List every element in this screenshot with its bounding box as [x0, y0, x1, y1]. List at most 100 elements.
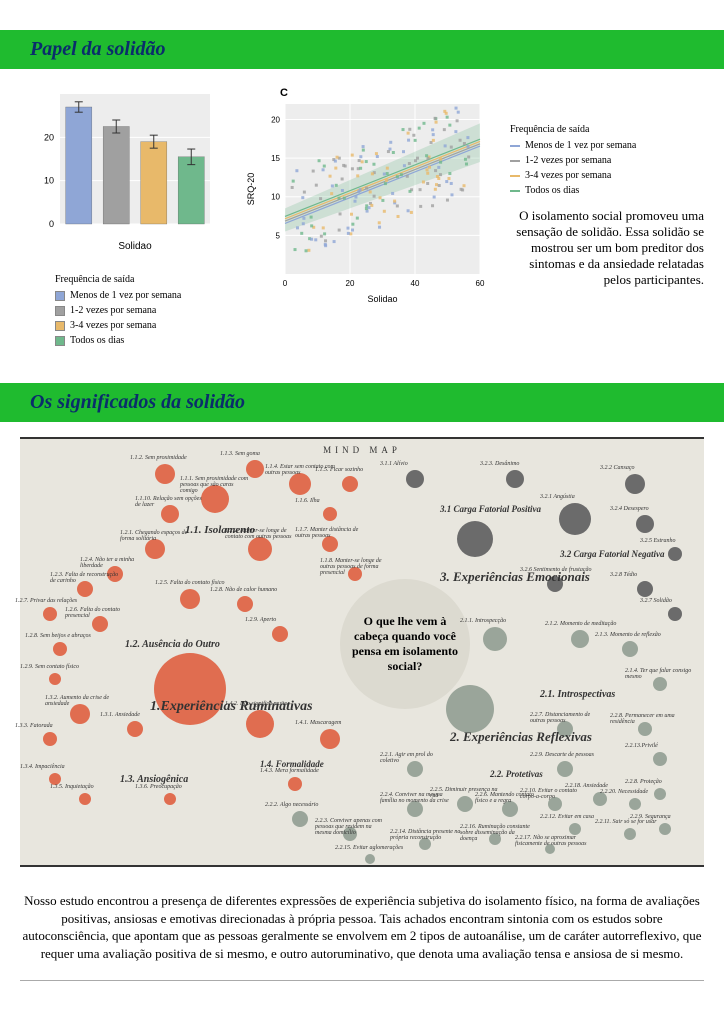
mindmap-category-label: 2.1. Introspectivas: [540, 689, 615, 700]
mindmap-bubble-label: 3.2.7 Solidão: [640, 598, 672, 604]
mindmap-bubble-label: 2.2.9. Segurança: [630, 814, 671, 820]
mindmap-bubble: [625, 474, 645, 494]
mindmap-bubble: [446, 685, 494, 733]
mindmap-bubble: [289, 473, 311, 495]
mindmap-bubble: [571, 630, 589, 648]
mindmap-bubble-label: 1.2.3. Falta de reconstrução de carinho: [50, 572, 122, 584]
mindmap-bubble: [624, 828, 636, 840]
mindmap-bubble: [636, 515, 654, 533]
mindmap-bubble-label: 1.3.4. Impaciência: [20, 764, 65, 770]
legend-item: 1-2 vezes por semana: [510, 153, 704, 168]
mindmap-bubble: [320, 729, 340, 749]
mindmap-category-label: 3.2 Carga Fatorial Negativa: [560, 549, 665, 559]
mindmap-category-label: 1.4. Formalidade: [260, 759, 324, 769]
section1-figure-row: 0 10 20 Solidao Frequência de saída Menos d…: [0, 69, 724, 353]
mindmap-bubble-label: 1.3.3. Fatorada: [15, 723, 53, 729]
mindmap-category-label: 1.1. Isolamento: [185, 524, 255, 536]
mindmap-bubble: [288, 777, 302, 791]
legend-item: 3-4 vezes por semana: [55, 318, 230, 333]
mindmap-bubble: [622, 641, 638, 657]
mindmap-bubble: [70, 704, 90, 724]
svg-text:0: 0: [283, 279, 288, 288]
mindmap-bubble: [629, 798, 641, 810]
mindmap-bubble: [654, 788, 666, 800]
mindmap-bubble: [53, 642, 67, 656]
mindmap-bubble: [506, 470, 524, 488]
svg-text:60: 60: [476, 279, 485, 288]
mindmap-bubble: [668, 547, 682, 561]
mindmap-category-label: 2. Experiências Reflexivas: [450, 729, 592, 745]
legend-item: Menos de 1 vez por semana: [510, 138, 704, 153]
mindmap-bubble-label: 2.2.13.Privilé: [625, 743, 658, 749]
mindmap-bubble-label: 1.2.8. Não de calor humano: [210, 587, 277, 593]
mindmap-bubble-label: 1.2.1. Chegando espaços de forma solitár…: [120, 530, 192, 542]
mindmap-bubble: [246, 460, 264, 478]
mindmap-bubble-label: 2.2.14. Distância presente na própria re…: [390, 829, 462, 841]
legend-item: 1-2 vezes por semana: [55, 303, 230, 318]
mindmap-bubble-label: 1.1.3. Sem goma: [220, 451, 260, 457]
svg-text:15: 15: [271, 154, 280, 163]
mindmap-bubble: [659, 823, 671, 835]
mindmap-bubble-label: 2.2.3. Conviver apenas com pessoas que r…: [315, 818, 387, 836]
svg-text:SRQ-20: SRQ-20: [246, 173, 256, 206]
mindmap-bubble: [342, 476, 358, 492]
mindmap-bubble-label: 1.1.2. Sem proximidade: [130, 455, 187, 461]
svg-text:5: 5: [276, 231, 281, 240]
mindmap-small-title: MIND MAP: [323, 445, 401, 455]
mindmap-bubble-label: 1.1.6. Ilha: [295, 498, 320, 504]
mindmap-bubble-label: 2.2.9. Descarte de pessoas: [530, 752, 594, 758]
mindmap-bubble: [637, 581, 653, 597]
mindmap-bubble-label: 2.1.4. Ter que falar consigo mesmo: [625, 668, 697, 680]
svg-text:10: 10: [271, 193, 280, 202]
mindmap-bubble: [127, 721, 143, 737]
mindmap-bubble-label: 1.2.8. Sem beijos e abraços: [25, 633, 91, 639]
svg-text:20: 20: [271, 115, 280, 124]
svg-text:Solidao: Solidao: [367, 294, 397, 304]
mindmap-bubble-label: 3.2.3. Desânimo: [480, 461, 519, 467]
mindmap-bubble-label: 1.2.7. Privar das relações: [15, 598, 77, 604]
svg-text:20: 20: [44, 132, 54, 142]
mindmap-bubble: [668, 607, 682, 621]
mindmap-bubble: [557, 761, 573, 777]
mindmap-bubble-label: 2.1.2. Momento de meditação: [545, 621, 616, 627]
mindmap-bubble: [559, 503, 591, 535]
bar-chart: 01020Solidao Frequência de saída Menos d…: [20, 84, 230, 348]
mindmap-bubble-label: 2.2.8. Proteção: [625, 779, 662, 785]
mindmap-container: MIND MAP O que lhe vem à cabeça quando v…: [0, 422, 724, 882]
mindmap-category-label: 3. Experiências Emocionais: [440, 569, 590, 585]
svg-text:40: 40: [411, 279, 420, 288]
legend-title: Frequência de saída: [55, 274, 230, 285]
mindmap-bubble-label: 1.1.8. Manter-se longe de outras pessoas…: [320, 558, 392, 576]
mindmap-bubble-label: 3.2.5 Estranho: [640, 538, 676, 544]
mindmap-bubble-label: 2.2.2. Algo necessário: [265, 802, 318, 808]
scatter-legend-and-commentary: Frequência de saída Menos de 1 vez por s…: [510, 84, 704, 288]
mindmap-bubble: [155, 464, 175, 484]
mindmap-bubble-label: 1.3.5. Inquietação: [50, 784, 94, 790]
mindmap-bubble-label: 2.2.7. Distanciamento de outras pessoas: [530, 712, 602, 724]
mindmap-bubble: [248, 537, 272, 561]
mindmap-bubble-label: 1.2.5. Falta do contato físico: [155, 580, 225, 586]
bar-chart-legend: Frequência de saída Menos de 1 vez por s…: [20, 274, 230, 348]
mindmap-bubble-label: 1.1.1. Sem proximidade com pessoas que s…: [180, 476, 252, 494]
mindmap-bubble-label: 1.2.9. Aperto: [245, 617, 276, 623]
mindmap-bubble-label: 3.2.1 Angústia: [540, 494, 575, 500]
scatter-legend-title: Frequência de saída: [510, 124, 704, 135]
mindmap-bubble: [292, 811, 308, 827]
svg-text:10: 10: [44, 176, 54, 186]
bottom-paragraph: Nosso estudo encontrou a presença de dif…: [0, 882, 724, 1001]
mindmap-bubble-label: 1.2.4. Não ter a minha liberdade: [80, 557, 152, 569]
svg-text:C: C: [280, 87, 288, 99]
mindmap-bubble: [237, 596, 253, 612]
mindmap-bubble-label: 3.2.8 Tédio: [610, 572, 637, 578]
mindmap-bubble-label: 1.3.1. Ansiedade: [100, 712, 140, 718]
commentary-text: O isolamento social promoveu uma sensaçã…: [510, 208, 704, 288]
bar-chart-svg: 01020Solidao: [20, 84, 230, 264]
mindmap-bubble: [145, 539, 165, 559]
mindmap-bubble-label: 1.1.10. Relação sem opções de lazer: [135, 496, 207, 508]
mindmap-bubble-label: 2.2.8. Permanecer em uma residência: [610, 713, 682, 725]
mindmap-bubble-label: 1.3.2. Aumento da crise de ansiedade: [45, 695, 117, 707]
mindmap-bubble-label: 1.1.7. Manter distância de outras pessoa…: [295, 527, 367, 539]
mindmap-bubble-label: 3.1.1 Alívio: [380, 461, 408, 467]
mindmap-bubble-label: 2.2.1. Agir em prol do coletivo: [380, 752, 452, 764]
scatter-chart-svg: C51015200204060SolidaoSRQ-20: [240, 84, 500, 314]
